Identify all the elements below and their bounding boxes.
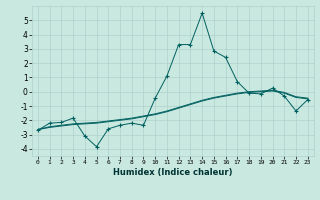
X-axis label: Humidex (Indice chaleur): Humidex (Indice chaleur)	[113, 168, 233, 177]
